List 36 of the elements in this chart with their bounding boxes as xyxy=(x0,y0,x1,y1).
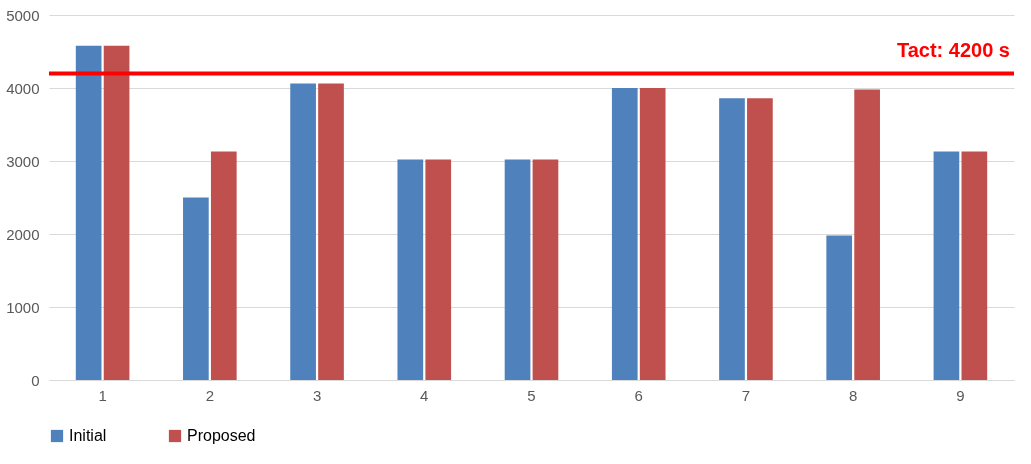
bar xyxy=(611,88,638,380)
y-tick-label: 0 xyxy=(31,371,40,389)
bar xyxy=(961,151,988,380)
x-tick-label: 8 xyxy=(848,386,858,404)
x-tick-label: 5 xyxy=(527,386,536,404)
bar xyxy=(290,83,316,380)
x-tick-label: 7 xyxy=(741,386,751,404)
bar xyxy=(397,159,424,380)
bar xyxy=(532,159,559,380)
x-tick-label: 1 xyxy=(98,386,107,404)
x-tick-label: 3 xyxy=(312,386,322,404)
bar xyxy=(639,88,666,380)
x-tick-label: 2 xyxy=(205,386,215,404)
y-tick-label: 2000 xyxy=(6,225,40,243)
legend-label: Initial xyxy=(69,427,107,444)
bar xyxy=(210,151,237,380)
y-tick-label: 4000 xyxy=(6,79,40,97)
ref-line-label: Tact: 4200 s xyxy=(896,39,1010,62)
bar xyxy=(826,235,853,380)
bar xyxy=(719,98,745,380)
bar xyxy=(425,159,452,380)
x-tick-label: 6 xyxy=(634,386,643,404)
bar xyxy=(747,98,773,380)
bar xyxy=(854,89,880,380)
bar xyxy=(504,159,531,380)
bar xyxy=(75,45,102,380)
x-tick-label: 9 xyxy=(956,386,965,404)
x-tick-label: 4 xyxy=(420,386,429,404)
legend-label: Proposed xyxy=(187,427,256,444)
y-tick-label: 3000 xyxy=(6,152,40,170)
bar xyxy=(103,45,130,380)
bar xyxy=(933,151,960,380)
bar xyxy=(183,197,209,380)
bar xyxy=(318,83,344,380)
y-tick-label: 1000 xyxy=(6,298,40,316)
y-tick-label: 5000 xyxy=(6,6,40,24)
